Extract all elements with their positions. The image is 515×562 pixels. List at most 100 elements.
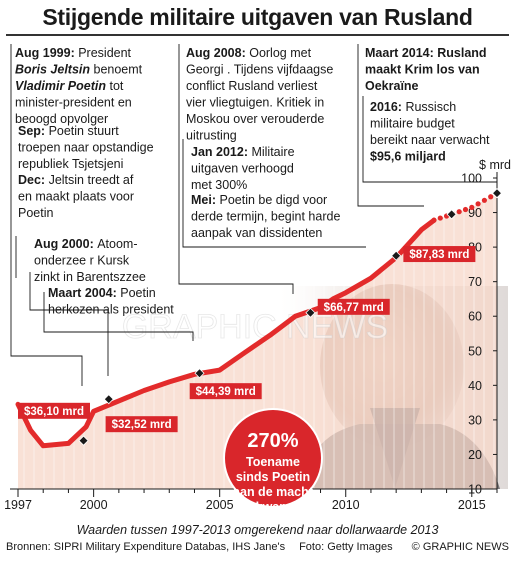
callout-line: kwam <box>256 500 291 514</box>
annotation-line: Oekraïne <box>365 79 419 93</box>
series-line-actual <box>15 217 437 449</box>
annotation-run: Poetin <box>120 286 155 300</box>
annotation-run: $95,6 miljard <box>370 150 446 164</box>
x-tick-label: 2000 <box>80 498 108 512</box>
annotation-line: derde termijn, begint harde <box>191 210 340 224</box>
annotation-a2008: Aug 2008: Oorlog met Georgi . Tijdens vij… <box>186 46 333 143</box>
annotation-run: Aug 1999: <box>15 46 78 60</box>
annotation-line: onderzee r Kursk <box>34 254 130 268</box>
event-marker <box>305 307 316 318</box>
increase-callout: 270% Toename sinds Poetin aan de macht k… <box>223 408 323 514</box>
callout-line: aan de macht <box>233 485 314 499</box>
annotation-run: Oorlog met <box>249 46 311 60</box>
area-fill <box>18 193 497 489</box>
event-marker <box>78 435 89 446</box>
annotation-line: militaire budget <box>370 117 455 131</box>
annotation-line: minister-president en <box>15 96 132 110</box>
y-tick-label: 100 <box>461 172 482 186</box>
annotation-run: Aug 2008: <box>186 46 249 60</box>
annotation-line: $95,6 miljard <box>370 150 446 164</box>
leader-2000 <box>29 272 109 376</box>
annotation-line: Maart 2014: Rusland <box>365 46 487 60</box>
projection-dot <box>481 197 487 203</box>
annotation-run: Atoom- <box>97 237 137 251</box>
annotation-run: Oekraïne <box>365 79 419 93</box>
annotation-run: minister-president en <box>15 96 132 110</box>
annotation-line: uitrusting <box>186 129 237 143</box>
leader-2004 <box>43 292 194 341</box>
annotation-line: uitgaven verhoogd <box>191 162 294 176</box>
military-spending-chart: GRAPHIC NEWS Aug 1999: President Boris Je… <box>4 44 511 514</box>
leader-2014 <box>357 44 424 207</box>
annotation-run: tot <box>106 79 124 93</box>
annotation-line: Georgi . Tijdens vijfdaagse <box>186 63 333 77</box>
annotation-run: Poetin stuurt <box>49 124 120 138</box>
annotation-run: troepen naar opstandige <box>18 141 154 155</box>
annotation-run: 2016: <box>370 100 405 114</box>
event-marker <box>103 394 114 405</box>
annotation-line: Dec: Jeltsin treedt af <box>18 173 134 187</box>
annotation-asep: Sep: Poetin stuurt troepen naar opstandig… <box>18 124 154 171</box>
y-tick-label: 30 <box>468 413 482 427</box>
annotation-line: Jan 2012: Militaire <box>191 145 295 159</box>
event-marker <box>391 250 402 261</box>
annotation-run: herkozen als president <box>48 303 174 317</box>
annotation-line: bereikt naar verwacht <box>370 133 490 147</box>
annotation-line: Aug 2000: Atoom- <box>34 237 138 251</box>
annotation-a2014: Maart 2014: Rusland maakt Krim los van Oek… <box>365 46 487 93</box>
annotation-run: Aug 2000: <box>34 237 97 251</box>
y-tick-label: 20 <box>468 448 482 462</box>
x-tick-label: 2010 <box>332 498 360 512</box>
annotation-run: Sep: <box>18 124 49 138</box>
leader-2008 <box>178 44 294 294</box>
annotation-line: Boris Jeltsin benoemt <box>15 63 143 77</box>
annotation-run: Militaire <box>251 145 294 159</box>
sources: Bronnen: SIPRI Military Expenditure Data… <box>6 541 286 553</box>
annotation-adec: Dec: Jeltsin treedt af en maakt plaats vo… <box>18 173 134 220</box>
projection-dot <box>437 215 443 221</box>
projection-dot <box>462 206 469 213</box>
annotation-run: maakt Krim los van <box>365 63 480 77</box>
annotation-run: benoemt <box>90 63 143 77</box>
callout-line: sinds Poetin <box>236 470 310 484</box>
projection-dot <box>488 194 494 200</box>
annotation-line: Aug 2008: Oorlog met <box>186 46 312 60</box>
event-marker <box>491 188 503 199</box>
annotation-run: Moskou over verouderde <box>186 112 324 126</box>
annotation-line: Mei: Poetin be digd voor <box>191 193 327 207</box>
annotation-run: militaire budget <box>370 117 455 131</box>
data-label: $66,77 mrd <box>317 298 390 315</box>
annotation-run: zinkt in Barentszzee <box>34 270 146 284</box>
area-stripes <box>23 176 495 489</box>
annotation-run: aanpak van dissidenten <box>191 226 322 240</box>
annotation-run: Poetin <box>18 206 53 220</box>
annotation-run: vier vliegtuigen. Kritiek in <box>186 96 324 110</box>
page-title: Stijgende militaire uitgaven van Rusland <box>42 4 473 30</box>
watermark: GRAPHIC NEWS <box>122 308 388 346</box>
title-rule <box>6 34 509 36</box>
projection-dot <box>469 204 475 210</box>
annotation-line: beoogd opvolger <box>15 112 108 126</box>
annotation-run: beoogd opvolger <box>15 112 108 126</box>
annotation-line: met 300% <box>191 178 247 192</box>
annotation-run: Dec: <box>18 173 49 187</box>
annotation-run: Russisch <box>405 100 456 114</box>
annotation-run: Poetin be digd voor <box>219 193 327 207</box>
annotation-run: uitrusting <box>186 129 237 143</box>
data-label: $44,39 mrd <box>189 383 262 400</box>
y-tick-label: 60 <box>468 310 482 324</box>
annotation-a2000: Aug 2000: Atoom-onderzee r Kursk zinkt in… <box>34 237 146 284</box>
annotation-a1999: Aug 1999: President Boris Jeltsin benoemt… <box>15 46 143 126</box>
data-label-text: $66,77 mrd <box>324 302 384 314</box>
data-label: $36,10 mrd <box>18 402 90 419</box>
photo-credit: Foto: Getty Images <box>299 541 393 553</box>
event-marker <box>446 209 457 220</box>
annotation-line: Aug 1999: President <box>15 46 132 60</box>
annotation-a2012: Jan 2012: Militaire uitgaven verhoogd met … <box>191 145 295 192</box>
annotation-run: conflict Rusland verliest <box>186 79 318 93</box>
annotation-run: uitgaven verhoogd <box>191 162 294 176</box>
projection-dot <box>456 209 462 215</box>
annotation-line: aanpak van dissidenten <box>191 226 322 240</box>
data-label-text: $36,10 mrd <box>24 406 84 418</box>
footnote: Waarden tussen 1997-2013 omgerekend naar… <box>76 523 439 537</box>
